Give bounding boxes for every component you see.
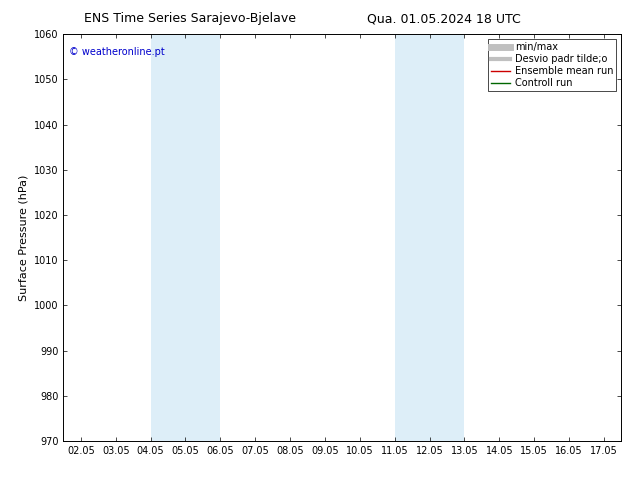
Bar (185, 34, 221, 441)
Text: © weatheronline.pt: © weatheronline.pt (69, 47, 165, 56)
Text: ENS Time Series Sarajevo-Bjelave: ENS Time Series Sarajevo-Bjelave (84, 12, 296, 25)
Y-axis label: Surface Pressure (hPa): Surface Pressure (hPa) (18, 174, 29, 301)
Text: Qua. 01.05.2024 18 UTC: Qua. 01.05.2024 18 UTC (367, 12, 521, 25)
Bar (150, 34, 185, 441)
Legend: min/max, Desvio padr tilde;o, Ensemble mean run, Controll run: min/max, Desvio padr tilde;o, Ensemble m… (488, 39, 616, 91)
Bar (429, 34, 464, 441)
Bar (394, 34, 430, 441)
